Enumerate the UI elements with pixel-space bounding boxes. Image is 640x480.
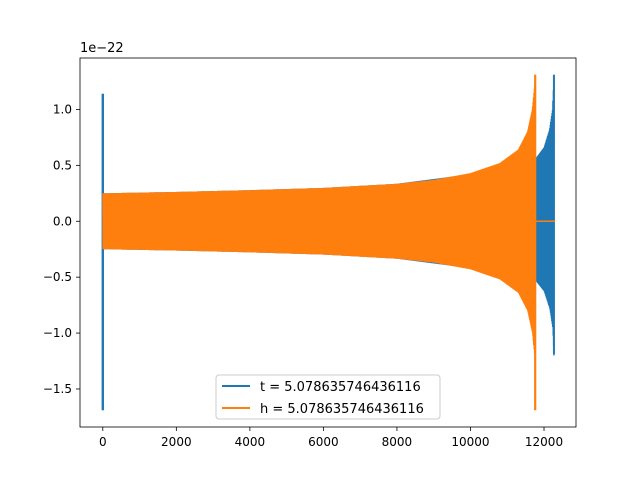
y-tick-label: −1.5	[43, 382, 72, 396]
legend-label-t: t = 5.078635746436116	[260, 380, 421, 395]
y-tick-label: −0.5	[43, 270, 72, 284]
y-tick-label: 1.0	[53, 102, 72, 116]
x-tick-label: 0	[99, 435, 107, 449]
y-tick-label: 0.5	[53, 158, 72, 172]
x-tick-label: 6000	[308, 435, 339, 449]
legend: t = 5.078635746436116 h = 5.078635746436…	[216, 375, 440, 419]
x-tick-label: 12000	[525, 435, 563, 449]
y-tick-label: −1.0	[43, 326, 72, 340]
x-tick-label: 4000	[235, 435, 266, 449]
x-tick-label: 2000	[161, 435, 192, 449]
legend-label-h: h = 5.078635746436116	[260, 402, 424, 417]
y-scale-label: 1e−22	[80, 41, 124, 56]
x-tick-label: 8000	[382, 435, 413, 449]
x-tick-label: 10000	[451, 435, 489, 449]
y-tick-label: 0.0	[53, 214, 72, 228]
